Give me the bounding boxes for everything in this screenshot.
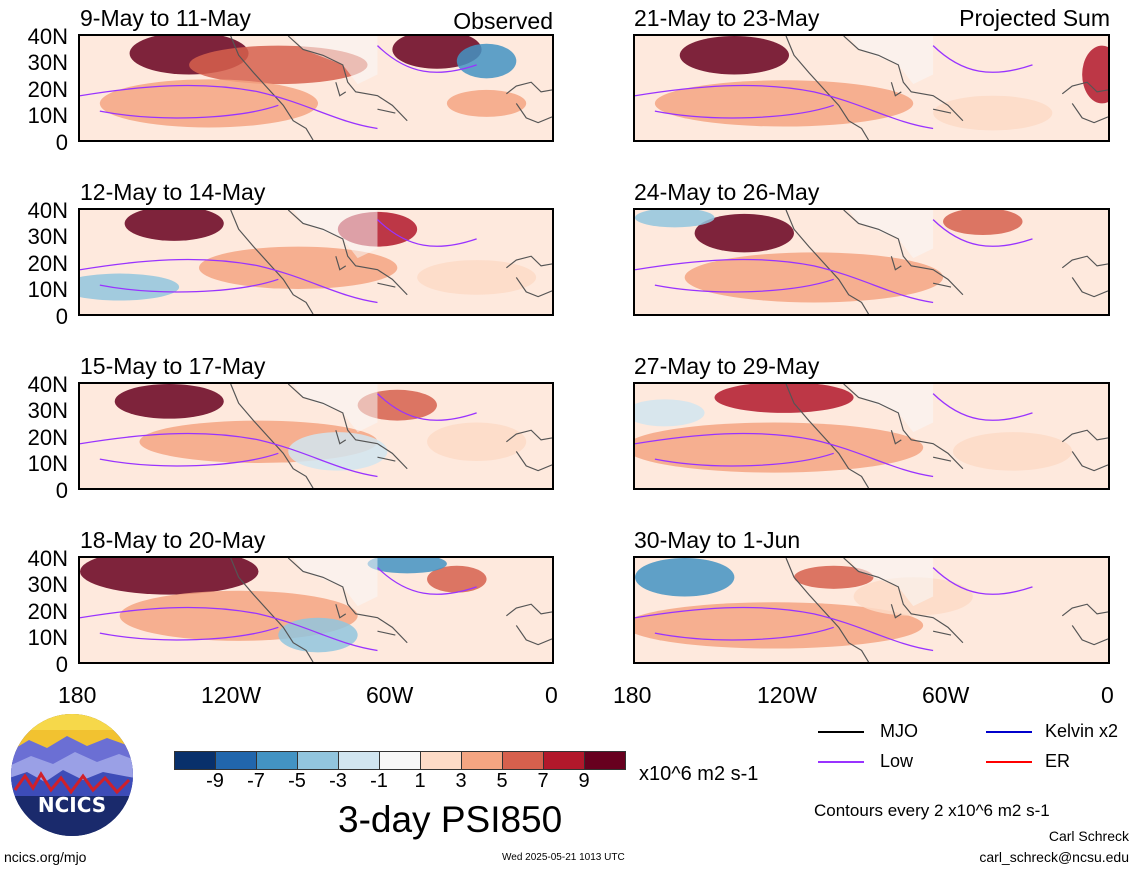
colorbar-swatch	[297, 751, 339, 770]
legend-label-low: Low	[880, 751, 914, 771]
colorbar-tick-label: -5	[288, 770, 306, 792]
panel-title: 9-May to 11-May	[80, 5, 251, 31]
lat-label: 20N	[27, 599, 68, 624]
lat-label: 30N	[27, 398, 68, 423]
colorbar-tick-label: -1	[370, 770, 388, 792]
lon-label: 120W	[201, 682, 262, 708]
colorbar-tick-label: -9	[206, 770, 224, 792]
colorbar-swatch	[461, 751, 503, 770]
map-graphic	[80, 558, 552, 662]
lat-label: 10N	[27, 277, 68, 302]
lat-label: 40N	[27, 198, 68, 223]
footer-email: carl_schreck@ncsu.edu	[979, 849, 1129, 865]
lat-label: 40N	[27, 546, 68, 571]
legend-line-er	[986, 761, 1032, 763]
map-panel	[78, 208, 554, 316]
colorbar-swatch	[256, 751, 298, 770]
lon-label: 120W	[757, 682, 818, 708]
panel-tag-projected: Projected Sum	[959, 5, 1110, 31]
legend-label-kelvin: Kelvin x2	[1045, 721, 1119, 741]
map-panel	[633, 556, 1110, 664]
panel-title: 21-May to 23-May	[634, 5, 820, 31]
colorbar-tick-label: 5	[496, 770, 508, 792]
colorbar-tick-label: 1	[414, 770, 426, 792]
lat-label: 40N	[27, 24, 68, 49]
lon-label: 0	[545, 682, 558, 708]
legend-label-er: ER	[1045, 751, 1071, 771]
lon-label: 60W	[366, 682, 414, 708]
lon-label: 180	[58, 682, 97, 708]
lon-label: 0	[1101, 682, 1114, 708]
lat-label: 30N	[27, 572, 68, 597]
contour-note: Contours every 2 x10^6 m2 s-1	[814, 801, 1050, 820]
map-graphic	[635, 384, 1108, 488]
colorbar-tick-label: -3	[329, 770, 347, 792]
main-title: 3-day PSI850	[338, 799, 563, 840]
colorbar-tick-label: 7	[537, 770, 549, 792]
lat-label: 10N	[27, 451, 68, 476]
lat-label: 30N	[27, 224, 68, 249]
colorbar-tick-label: 9	[578, 770, 590, 792]
colorbar-swatch	[543, 751, 585, 770]
lat-label: 20N	[27, 425, 68, 450]
panel-title: 30-May to 1-Jun	[634, 527, 801, 553]
colorbar-swatch	[215, 751, 257, 770]
legend-line-mjo	[818, 731, 864, 733]
colorbar-units: x10^6 m2 s-1	[639, 763, 759, 785]
lat-label: 0	[55, 478, 68, 503]
lon-label: 60W	[922, 682, 970, 708]
map-graphic	[635, 210, 1108, 314]
legend-label-mjo: MJO	[880, 721, 918, 741]
panel-title: 24-May to 26-May	[634, 179, 820, 205]
lat-label: 0	[55, 652, 68, 677]
panel-title: 18-May to 20-May	[80, 527, 266, 553]
footer-author: Carl Schreck	[1048, 828, 1129, 844]
map-graphic	[80, 210, 552, 314]
colorbar-swatch	[584, 751, 626, 770]
colorbar-swatch	[174, 751, 216, 770]
ncics-logo-graphic: NCICS	[11, 714, 133, 836]
colorbar-tick-label: 3	[455, 770, 467, 792]
map-graphic	[635, 558, 1108, 662]
lon-label: 180	[613, 682, 652, 708]
map-graphic	[635, 36, 1108, 140]
panel-title: 12-May to 14-May	[80, 179, 266, 205]
lat-label: 0	[55, 304, 68, 329]
panel-tag-observed: Observed	[453, 8, 553, 34]
lat-label: 30N	[27, 50, 68, 75]
map-panel	[78, 382, 554, 490]
colorbar-tick-label: -7	[247, 770, 265, 792]
footer-url: ncics.org/mjo	[4, 849, 87, 865]
panel-title: 15-May to 17-May	[80, 353, 266, 379]
legend-line-kelvin	[986, 731, 1032, 733]
lat-label: 10N	[27, 103, 68, 128]
map-panel	[633, 208, 1110, 316]
map-panel	[633, 34, 1110, 142]
logo-text: NCICS	[38, 793, 106, 817]
lat-label: 20N	[27, 251, 68, 276]
colorbar-swatch	[502, 751, 544, 770]
map-panel	[78, 556, 554, 664]
colorbar-swatch	[379, 751, 421, 770]
lat-label: 20N	[27, 77, 68, 102]
lat-label: 0	[55, 130, 68, 155]
ncics-logo: NCICS	[9, 712, 135, 838]
lat-label: 40N	[27, 372, 68, 397]
colorbar-swatch	[338, 751, 380, 770]
map-graphic	[80, 36, 552, 140]
legend-line-low	[818, 761, 864, 763]
map-panel	[78, 34, 554, 142]
lat-label: 10N	[27, 625, 68, 650]
map-graphic	[80, 384, 552, 488]
footer-timestamp: Wed 2025-05-21 1013 UTC	[502, 852, 625, 863]
panel-title: 27-May to 29-May	[634, 353, 820, 379]
map-panel	[633, 382, 1110, 490]
colorbar-swatch	[420, 751, 462, 770]
